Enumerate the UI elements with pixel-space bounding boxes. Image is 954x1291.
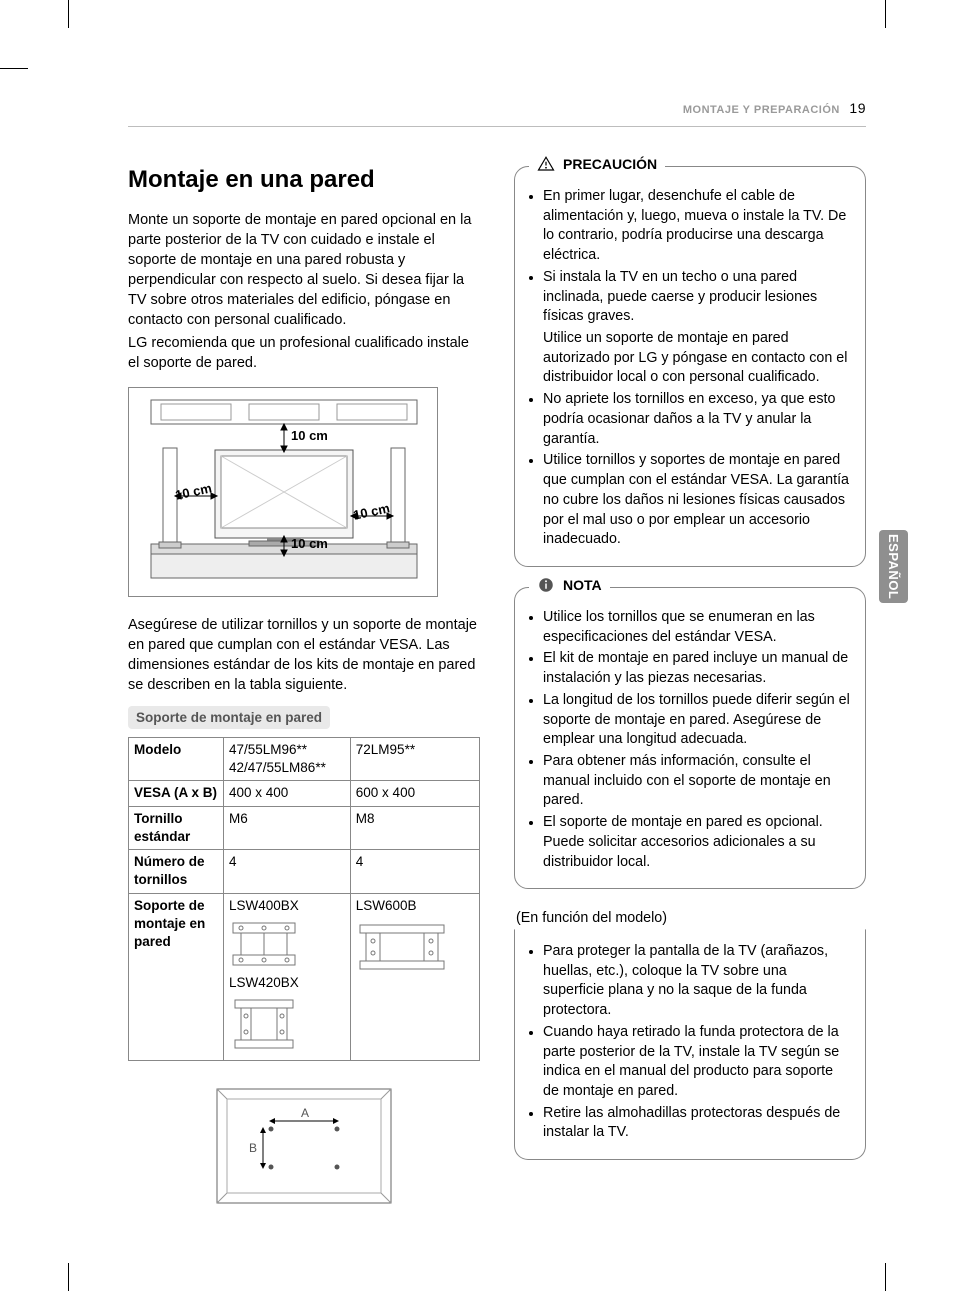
note-title: NOTA	[563, 577, 602, 593]
list-item: Si instala la TV en un techo o una pared…	[529, 268, 851, 327]
bracket-icon	[229, 996, 299, 1052]
cell: 72LM95**	[350, 738, 479, 781]
vesa-diagram: A B	[209, 1081, 399, 1211]
cell: 600 x 400	[350, 781, 479, 806]
page-number: 19	[849, 100, 866, 116]
list-item: En primer lugar, desenchufe el cable de …	[529, 187, 851, 266]
running-header: MONTAJE Y PREPARACIÓN 19	[128, 100, 866, 127]
page-title: Montaje en una pared	[128, 166, 480, 194]
table-row: Soporte de montaje en pared LSW400BX LSW…	[129, 893, 480, 1061]
table-caption-pill: Soporte de montaje en pared	[128, 706, 330, 729]
list-item: No apriete los tornillos en exceso, ya q…	[529, 390, 851, 449]
list-item: Retire las almohadillas protectoras desp…	[529, 1104, 851, 1143]
vesa-a-label: A	[301, 1106, 309, 1120]
extra-box: Para proteger la pantalla de la TV (arañ…	[514, 929, 866, 1160]
list-item: Utilice un soporte de montaje en pared a…	[529, 329, 851, 388]
section-name: MONTAJE Y PREPARACIÓN	[683, 104, 840, 116]
crop-mark	[0, 68, 28, 69]
note-list: Utilice los tornillos que se enumeran en…	[529, 608, 851, 872]
precaution-list: En primer lugar, desenchufe el cable de …	[529, 187, 851, 550]
row-label: Número de tornillos	[129, 850, 224, 893]
clearance-top: 10 cm	[291, 428, 328, 443]
bracket-icon	[356, 919, 448, 975]
model-dependent-note: (En función del modelo)	[516, 909, 866, 929]
list-item: Para obtener más información, consulte e…	[529, 752, 851, 811]
precaution-box: PRECAUCIÓN En primer lugar, desenchufe e…	[514, 166, 866, 567]
extra-list: Para proteger la pantalla de la TV (arañ…	[529, 942, 851, 1143]
table-row: Modelo 47/55LM96** 42/47/55LM86** 72LM95…	[129, 738, 480, 781]
precaution-title: PRECAUCIÓN	[563, 156, 657, 172]
list-item: Utilice los tornillos que se enumeran en…	[529, 608, 851, 647]
cell: M6	[224, 806, 351, 849]
right-column: PRECAUCIÓN En primer lugar, desenchufe e…	[514, 166, 866, 1211]
cell: LSW600B	[350, 893, 479, 1061]
page-body: MONTAJE Y PREPARACIÓN 19 ESPAÑOL Montaje…	[128, 100, 866, 1231]
left-column: Montaje en una pared Monte un soporte de…	[128, 166, 480, 1211]
crop-mark	[885, 1263, 886, 1291]
intro-para-1: Monte un soporte de montaje en pared opc…	[128, 210, 480, 330]
intro-para-2: LG recomienda que un profesional cualifi…	[128, 333, 480, 373]
note-box: NOTA Utilice los tornillos que se enumer…	[514, 587, 866, 889]
mount-spec-table: Modelo 47/55LM96** 42/47/55LM86** 72LM95…	[128, 737, 480, 1061]
bracket-icon	[229, 919, 299, 969]
crop-mark	[68, 0, 69, 28]
cell: LSW400BX LSW420BX	[224, 893, 351, 1061]
table-row: VESA (A x B) 400 x 400 600 x 400	[129, 781, 480, 806]
list-item: El kit de montaje en pared incluye un ma…	[529, 649, 851, 688]
crop-mark	[885, 0, 886, 28]
row-label: VESA (A x B)	[129, 781, 224, 806]
clearance-bottom: 10 cm	[291, 536, 328, 551]
row-label: Modelo	[129, 738, 224, 781]
cell: 4	[224, 850, 351, 893]
crop-mark	[68, 1263, 69, 1291]
info-icon	[537, 576, 555, 594]
vesa-intro: Asegúrese de utilizar tornillos y un sop…	[128, 615, 480, 695]
list-item: La longitud de los tornillos puede difer…	[529, 691, 851, 750]
tv-clearance-diagram: 10 cm 10 cm 10 cm 10 cm	[128, 387, 438, 597]
warning-icon	[537, 155, 555, 173]
list-item: El soporte de montaje en pared es opcion…	[529, 813, 851, 872]
language-tab: ESPAÑOL	[879, 530, 908, 603]
list-item: Cuando haya retirado la funda protectora…	[529, 1023, 851, 1102]
vesa-b-label: B	[249, 1141, 257, 1155]
row-label: Tornillo estándar	[129, 806, 224, 849]
list-item: Para proteger la pantalla de la TV (arañ…	[529, 942, 851, 1021]
cell: 47/55LM96** 42/47/55LM86**	[224, 738, 351, 781]
cell: 4	[350, 850, 479, 893]
table-row: Número de tornillos 4 4	[129, 850, 480, 893]
cell: 400 x 400	[224, 781, 351, 806]
list-item: Utilice tornillos y soportes de montaje …	[529, 451, 851, 550]
cell: M8	[350, 806, 479, 849]
row-label: Soporte de montaje en pared	[129, 893, 224, 1061]
table-row: Tornillo estándar M6 M8	[129, 806, 480, 849]
